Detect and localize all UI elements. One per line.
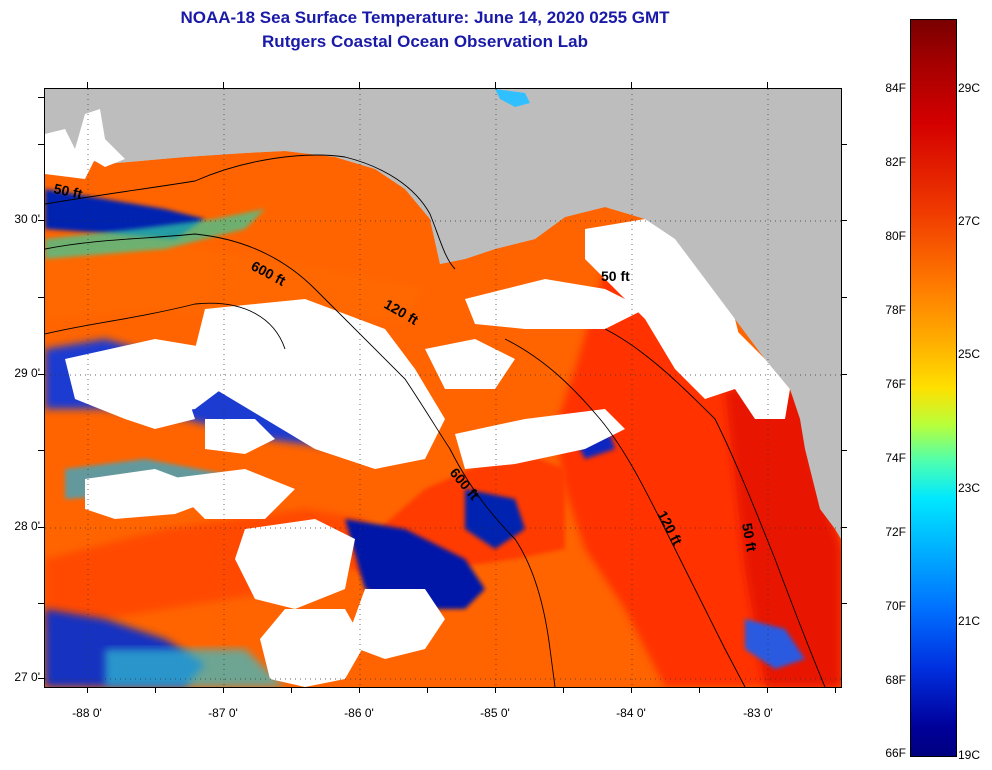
sst-map-image: 50 ft 600 ft 120 ft 50 ft 600 ft 120 ft …: [45, 89, 841, 687]
colorbar-f-label: 76F: [885, 377, 906, 391]
colorbar-f-label: 68F: [885, 673, 906, 687]
map-subtitle: Rutgers Coastal Ocean Observation Lab: [262, 32, 588, 51]
lat-label: 28 0': [14, 519, 40, 533]
ocean-sst-field: [45, 109, 841, 687]
lat-label: 29 0': [14, 366, 40, 380]
contour-label: 50 ft: [52, 180, 84, 202]
map-title: NOAA-18 Sea Surface Temperature: June 14…: [180, 8, 670, 27]
lon-label: -87 0': [208, 706, 238, 720]
colorbar-f-label: 74F: [885, 451, 906, 465]
lon-label: -86 0': [344, 706, 374, 720]
colorbar-c-label: 29C: [958, 81, 981, 95]
lat-label: 30 0': [14, 212, 40, 226]
colorbar-f-label: 80F: [885, 229, 906, 243]
colorbar-c-label: 25C: [958, 347, 981, 361]
bathymetry-contours: [45, 154, 826, 687]
lon-label: -84 0': [616, 706, 646, 720]
colorbar-c-label: 21C: [958, 614, 981, 628]
colorbar-f-label: 84F: [885, 81, 906, 95]
lon-label: -88 0': [72, 706, 102, 720]
colorbar-f-label: 70F: [885, 599, 906, 613]
land-mask: [45, 89, 841, 539]
lon-label: -83 0': [743, 706, 773, 720]
colorbar-c-label: 19C: [958, 748, 981, 762]
sst-map: 50 ft 600 ft 120 ft 50 ft 600 ft 120 ft …: [44, 88, 842, 688]
colorbar-c-label: 27C: [958, 214, 981, 228]
lon-label: -85 0': [480, 706, 510, 720]
temperature-colorbar: [910, 19, 957, 757]
colorbar-f-label: 78F: [885, 303, 906, 317]
lat-label: 27 0': [14, 670, 40, 684]
colorbar-f-label: 66F: [885, 746, 906, 760]
contour-label: 50 ft: [739, 522, 760, 553]
colorbar-f-label: 82F: [885, 155, 906, 169]
colorbar-c-label: 23C: [958, 481, 981, 495]
colorbar-f-label: 72F: [885, 525, 906, 539]
contour-label: 50 ft: [601, 268, 630, 284]
